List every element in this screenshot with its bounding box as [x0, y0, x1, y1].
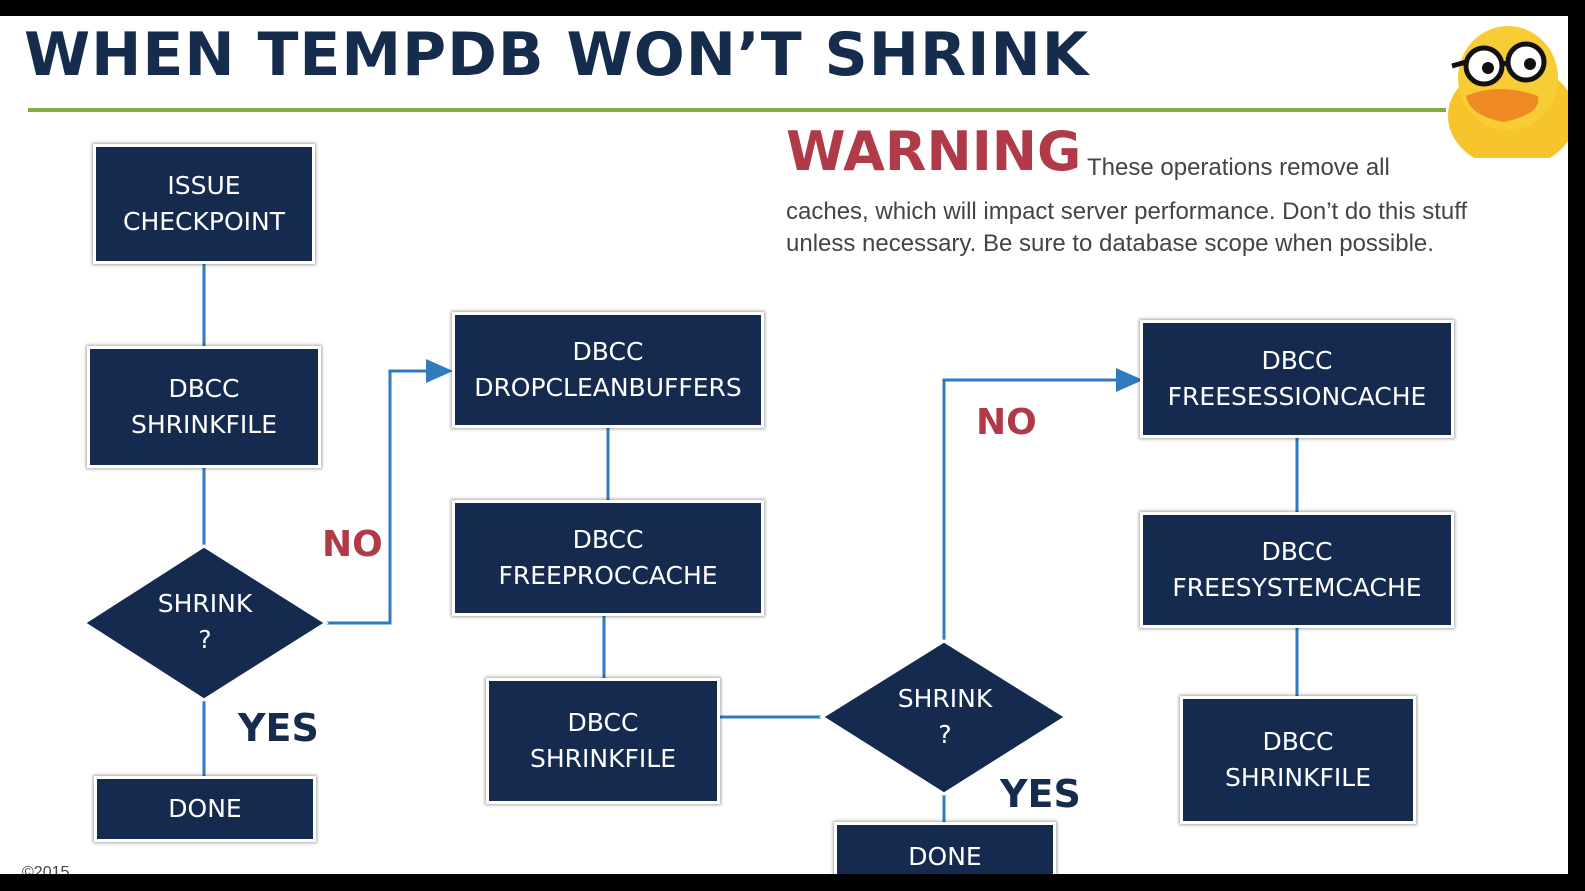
dropcleanbuffers-line-1: DBCC [572, 337, 644, 366]
dbcc-shrinkfile-box-1: DBCC SHRINKFILE [87, 346, 321, 468]
dbcc-shrinkfile-box-3: DBCC SHRINKFILE [1180, 696, 1416, 824]
shrinkfile-2-line-2: SHRINKFILE [530, 744, 676, 773]
title-underline [28, 108, 1446, 112]
dropcleanbuffers-line-2: DROPCLEANBUFFERS [474, 373, 742, 402]
connector-no-to-freesessioncache [942, 368, 1143, 641]
shrinkfile-1-line-1: DBCC [168, 374, 240, 403]
dbcc-shrinkfile-box-2: DBCC SHRINKFILE [486, 678, 720, 804]
dbcc-dropcleanbuffers-box: DBCC DROPCLEANBUFFERS [452, 312, 764, 428]
shrinkfile-3-line-1: DBCC [1262, 727, 1334, 756]
done-box-1: DONE [94, 776, 316, 842]
flow-connectors [81, 264, 1299, 824]
freeproccache-line-2: FREEPROCCACHE [498, 561, 718, 590]
warning-text-first-line: These operations remove all [1087, 154, 1390, 181]
decision-diamond-1 [81, 544, 329, 702]
freesessioncache-line-2: FREESESSIONCACHE [1167, 382, 1427, 411]
dbcc-freeproccache-box: DBCC FREEPROCCACHE [452, 500, 764, 616]
freesessioncache-line-1: DBCC [1261, 346, 1333, 375]
issue-checkpoint-line-1: ISSUE [167, 171, 241, 200]
decision-diamond-2 [819, 639, 1069, 796]
shrinkfile-1-line-2: SHRINKFILE [131, 410, 277, 439]
connector-no-to-dropcleanbuffers [326, 359, 453, 625]
duck-with-glasses-icon [1448, 26, 1568, 158]
decision-1-line-1: SHRINK [157, 589, 253, 618]
yes-label-2: YES [1000, 772, 1081, 816]
copyright-text: ©2015 [22, 864, 70, 874]
warning-text: caches, which will impact server perform… [786, 198, 1468, 257]
freeproccache-line-1: DBCC [572, 525, 644, 554]
warning-heading: WARNING [786, 120, 1082, 183]
no-label-2: NO [976, 402, 1037, 443]
yes-label-1: YES [238, 706, 319, 750]
issue-checkpoint-box: ISSUE CHECKPOINT [93, 144, 315, 264]
dbcc-freesystemcache-box: DBCC FREESYSTEMCACHE [1140, 512, 1454, 628]
no-label-1: NO [322, 524, 383, 565]
decision-1-text: SHRINK ? [144, 586, 266, 658]
page-title: WHEN TEMPDB WON’T SHRINK [24, 20, 1090, 90]
dbcc-freesessioncache-box: DBCC FREESESSIONCACHE [1140, 320, 1454, 438]
shrinkfile-3-line-2: SHRINKFILE [1225, 763, 1371, 792]
done-box-2: DONE [834, 822, 1056, 874]
issue-checkpoint-line-2: CHECKPOINT [123, 207, 285, 236]
decision-2-text: SHRINK ? [884, 681, 1006, 753]
freesystemcache-line-1: DBCC [1261, 537, 1333, 566]
freesystemcache-line-2: FREESYSTEMCACHE [1172, 573, 1422, 602]
decision-1-line-2: ? [198, 625, 212, 654]
slide: WHEN TEMPDB WON’T SHRINK WARNING These o… [0, 16, 1568, 874]
decision-2-line-1: SHRINK [897, 684, 993, 713]
shrinkfile-2-line-1: DBCC [567, 708, 639, 737]
decision-2-line-2: ? [938, 720, 952, 749]
